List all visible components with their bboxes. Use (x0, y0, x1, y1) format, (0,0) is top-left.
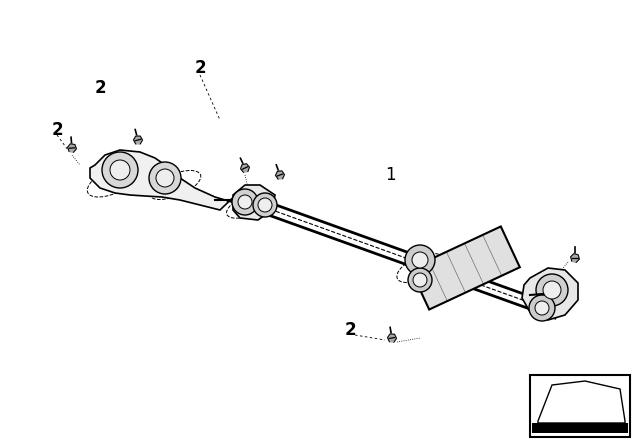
Circle shape (102, 152, 138, 188)
Circle shape (535, 301, 549, 315)
Circle shape (238, 195, 252, 209)
Circle shape (232, 189, 258, 215)
Polygon shape (233, 185, 275, 220)
Circle shape (110, 160, 130, 180)
Text: 1: 1 (385, 166, 396, 184)
Circle shape (543, 281, 561, 299)
Circle shape (149, 162, 181, 194)
Circle shape (258, 198, 272, 212)
Polygon shape (571, 254, 579, 263)
Polygon shape (90, 150, 239, 210)
Circle shape (529, 295, 555, 321)
Text: 2: 2 (344, 321, 356, 339)
Circle shape (156, 169, 174, 187)
Circle shape (408, 268, 432, 292)
Polygon shape (68, 144, 76, 152)
Polygon shape (522, 268, 578, 320)
Bar (532, 423, 628, 433)
Circle shape (412, 252, 428, 268)
Circle shape (405, 245, 435, 275)
Circle shape (253, 193, 277, 217)
Circle shape (413, 273, 427, 287)
Polygon shape (275, 171, 285, 179)
Circle shape (536, 274, 568, 306)
Text: 2: 2 (194, 59, 206, 77)
Text: 2: 2 (94, 79, 106, 97)
Polygon shape (387, 334, 397, 342)
Text: 2: 2 (51, 121, 63, 139)
Bar (530, 375, 630, 437)
Polygon shape (241, 164, 250, 172)
Text: 2: 2 (484, 236, 496, 254)
Polygon shape (134, 136, 143, 144)
Polygon shape (410, 227, 520, 310)
